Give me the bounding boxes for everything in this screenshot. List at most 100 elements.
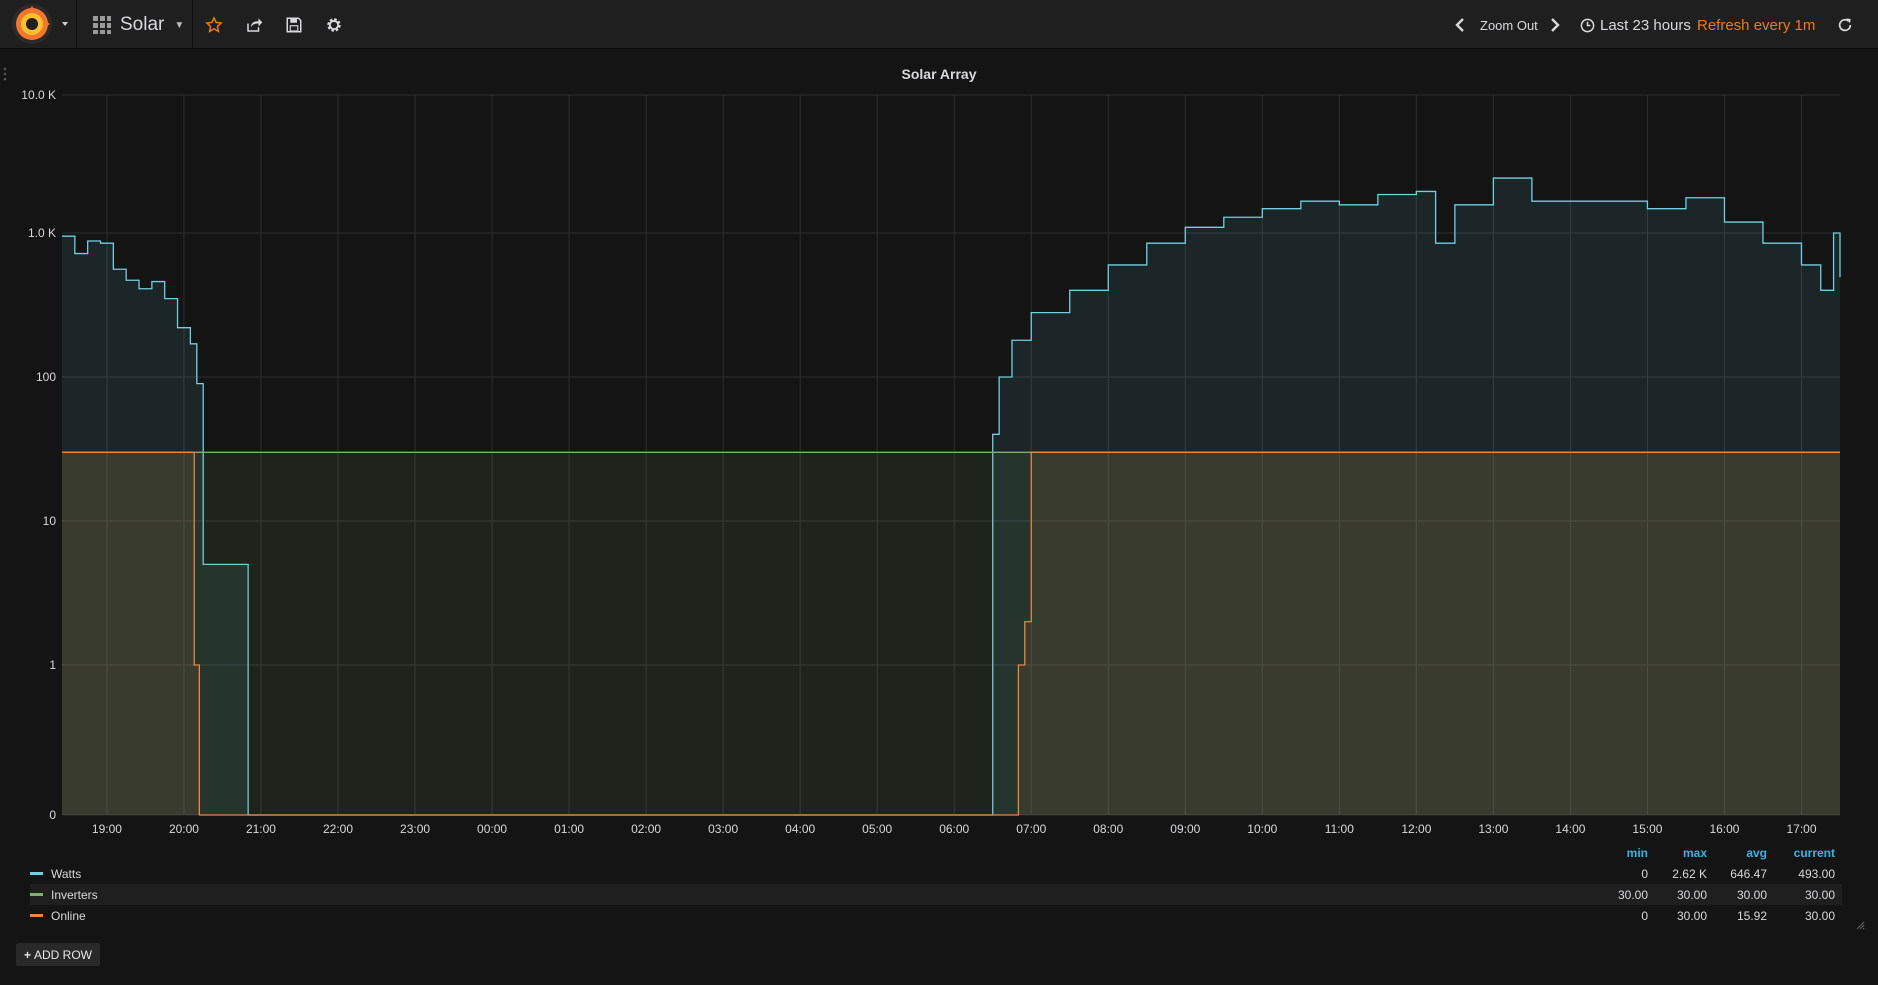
legend-row-inverters: Inverters 30.00 30.00 30.00 30.00 bbox=[30, 884, 1842, 905]
add-row-button[interactable]: + ADD ROW bbox=[16, 943, 101, 966]
x-tick-label: 10:00 bbox=[1247, 822, 1277, 836]
legend-series-label[interactable]: Online bbox=[51, 908, 86, 923]
series-watts bbox=[62, 177, 1841, 816]
series-color-swatch[interactable] bbox=[30, 872, 43, 875]
x-tick-label: 00:00 bbox=[477, 822, 507, 836]
legend-header-avg[interactable]: avg bbox=[1746, 845, 1767, 860]
legend-header-max[interactable]: max bbox=[1682, 845, 1707, 860]
drag-dots-icon bbox=[3, 67, 7, 81]
series-online bbox=[62, 451, 1840, 816]
refresh-button[interactable] bbox=[1832, 12, 1858, 38]
x-tick-label: 13:00 bbox=[1478, 822, 1508, 836]
legend-series-label[interactable]: Inverters bbox=[51, 887, 98, 902]
plus-icon: + bbox=[24, 947, 32, 962]
legend-value-avg: 30.00 bbox=[1736, 887, 1767, 902]
chevron-left-icon bbox=[1455, 18, 1464, 32]
legend-header-current[interactable]: current bbox=[1793, 845, 1835, 860]
legend-value-max: 30.00 bbox=[1676, 887, 1707, 902]
add-row-label: ADD ROW bbox=[34, 947, 93, 962]
x-tick-label: 20:00 bbox=[169, 822, 199, 836]
y-tick-label: 1.0 K bbox=[28, 226, 56, 240]
legend-value-max: 2.62 K bbox=[1672, 866, 1707, 881]
dashboard-grid-icon bbox=[93, 16, 111, 34]
x-tick-label: 04:00 bbox=[785, 822, 815, 836]
panel-title[interactable]: Solar Array bbox=[901, 66, 977, 82]
x-tick-label: 11:00 bbox=[1325, 822, 1354, 836]
legend-value-min: 0 bbox=[1641, 866, 1648, 881]
star-icon bbox=[205, 16, 223, 33]
refresh-interval-picker[interactable]: Refresh every 1m bbox=[1697, 12, 1815, 38]
grafana-menu-button[interactable] bbox=[10, 2, 72, 47]
series-area bbox=[62, 178, 1840, 815]
panel-resize-handle[interactable] bbox=[1856, 918, 1865, 930]
series-area bbox=[62, 452, 1840, 815]
star-button[interactable] bbox=[201, 12, 227, 38]
series-color-swatch[interactable] bbox=[30, 893, 43, 896]
dashboard-picker[interactable]: Solar ▼ bbox=[92, 11, 184, 39]
clock-icon bbox=[1580, 18, 1595, 32]
dashboard-title: Solar bbox=[120, 14, 165, 35]
x-tick-label: 21:00 bbox=[246, 822, 276, 836]
x-tick-label: 08:00 bbox=[1093, 822, 1123, 836]
time-shift-forward-button[interactable] bbox=[1544, 12, 1566, 38]
legend-value-current: 30.00 bbox=[1804, 908, 1835, 923]
y-tick-label: 0 bbox=[49, 808, 56, 822]
legend-series-inverters[interactable]: Inverters bbox=[30, 888, 98, 902]
x-tick-label: 12:00 bbox=[1401, 822, 1431, 836]
x-tick-label: 05:00 bbox=[862, 822, 892, 836]
save-icon bbox=[286, 17, 302, 33]
legend-value-avg: 15.92 bbox=[1736, 908, 1767, 923]
x-tick-label: 02:00 bbox=[631, 822, 661, 836]
x-tick-label: 16:00 bbox=[1709, 822, 1739, 836]
nav-divider bbox=[192, 0, 193, 49]
legend-value-avg: 646.47 bbox=[1730, 866, 1767, 881]
zoom-out-button[interactable]: Zoom Out bbox=[1480, 12, 1538, 38]
series-line bbox=[62, 177, 1841, 816]
nav-divider bbox=[76, 0, 77, 49]
panel-drag-handle[interactable] bbox=[2, 66, 8, 82]
share-icon bbox=[247, 18, 263, 32]
time-range-picker[interactable]: Last 23 hours bbox=[1580, 12, 1691, 38]
y-tick-label: 1 bbox=[49, 658, 56, 672]
legend-series-watts[interactable]: Watts bbox=[30, 867, 81, 881]
refresh-icon bbox=[1838, 18, 1852, 32]
legend-value-min: 0 bbox=[1641, 908, 1648, 923]
legend-series-online[interactable]: Online bbox=[30, 909, 86, 923]
x-tick-label: 01:00 bbox=[554, 822, 584, 836]
legend-value-current: 493.00 bbox=[1798, 866, 1835, 881]
caret-down-icon: ▼ bbox=[174, 19, 185, 31]
legend-value-max: 30.00 bbox=[1676, 908, 1707, 923]
legend-series-label[interactable]: Watts bbox=[51, 866, 82, 881]
grafana-logo-icon bbox=[12, 4, 68, 44]
x-tick-label: 15:00 bbox=[1632, 822, 1662, 836]
legend-row-watts: Watts 0 2.62 K 646.47 493.00 bbox=[30, 863, 1842, 884]
time-range-label: Last 23 hours bbox=[1600, 16, 1691, 34]
zoom-out-label: Zoom Out bbox=[1480, 17, 1538, 33]
share-button[interactable] bbox=[241, 12, 267, 38]
resize-grip-icon bbox=[1856, 921, 1865, 930]
top-navbar: Solar ▼ Zoom Out bbox=[0, 0, 1878, 49]
y-tick-label: 10.0 K bbox=[21, 88, 56, 102]
x-tick-label: 19:00 bbox=[92, 822, 122, 836]
chevron-right-icon bbox=[1551, 18, 1560, 32]
legend-header-min[interactable]: min bbox=[1626, 845, 1648, 860]
time-shift-back-button[interactable] bbox=[1449, 12, 1471, 38]
x-tick-label: 22:00 bbox=[323, 822, 353, 836]
x-tick-label: 06:00 bbox=[939, 822, 969, 836]
legend-header: min max avg current bbox=[30, 842, 1842, 863]
series-line bbox=[62, 451, 1840, 816]
x-tick-label: 17:00 bbox=[1786, 822, 1816, 836]
series-color-swatch[interactable] bbox=[30, 914, 43, 917]
x-tick-label: 09:00 bbox=[1170, 822, 1200, 836]
y-tick-label: 10 bbox=[43, 514, 57, 528]
x-tick-label: 14:00 bbox=[1555, 822, 1585, 836]
settings-button[interactable] bbox=[321, 12, 347, 38]
legend-value-current: 30.00 bbox=[1804, 887, 1835, 902]
legend-value-min: 30.00 bbox=[1617, 887, 1648, 902]
legend-row-online: Online 0 30.00 15.92 30.00 bbox=[30, 905, 1842, 926]
series-area bbox=[62, 452, 1840, 815]
x-tick-label: 23:00 bbox=[400, 822, 430, 836]
x-tick-label: 07:00 bbox=[1016, 822, 1046, 836]
save-button[interactable] bbox=[281, 12, 307, 38]
